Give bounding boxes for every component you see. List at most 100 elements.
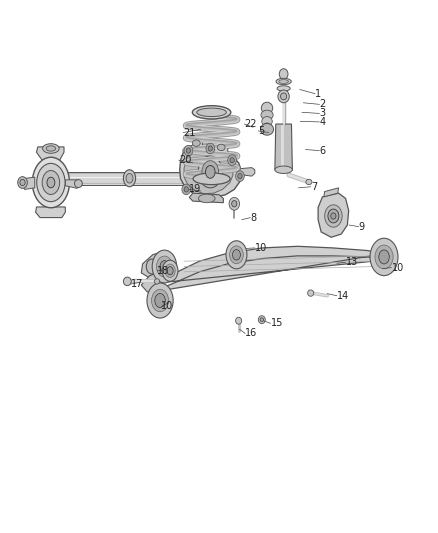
Ellipse shape: [156, 256, 173, 277]
Circle shape: [186, 148, 191, 154]
Text: 7: 7: [311, 182, 317, 192]
Text: 10: 10: [392, 263, 404, 272]
Polygon shape: [141, 252, 166, 277]
Circle shape: [236, 171, 244, 181]
Ellipse shape: [152, 250, 177, 283]
Polygon shape: [189, 193, 223, 203]
Ellipse shape: [325, 205, 342, 227]
Text: 5: 5: [258, 126, 265, 136]
Ellipse shape: [277, 86, 290, 91]
Text: 4: 4: [319, 117, 325, 127]
Circle shape: [184, 187, 188, 192]
Text: 18: 18: [157, 266, 169, 276]
Ellipse shape: [281, 93, 287, 100]
Text: 15: 15: [271, 318, 283, 328]
Ellipse shape: [226, 241, 247, 269]
Ellipse shape: [18, 176, 27, 188]
Polygon shape: [21, 177, 35, 189]
Text: 16: 16: [245, 328, 258, 338]
Ellipse shape: [160, 261, 169, 272]
Polygon shape: [184, 150, 233, 193]
Ellipse shape: [379, 250, 389, 264]
Ellipse shape: [165, 264, 175, 278]
Ellipse shape: [233, 249, 240, 260]
Ellipse shape: [307, 290, 314, 296]
Ellipse shape: [217, 144, 225, 151]
Polygon shape: [35, 207, 65, 217]
Ellipse shape: [162, 260, 178, 281]
Circle shape: [232, 200, 237, 207]
Text: 22: 22: [244, 119, 257, 129]
Ellipse shape: [202, 161, 219, 183]
Polygon shape: [36, 147, 64, 160]
Polygon shape: [215, 146, 228, 154]
Ellipse shape: [193, 173, 230, 184]
Ellipse shape: [258, 316, 265, 324]
Ellipse shape: [37, 164, 65, 201]
Ellipse shape: [155, 294, 165, 308]
Ellipse shape: [278, 90, 289, 103]
Polygon shape: [275, 124, 292, 169]
Circle shape: [206, 143, 215, 154]
Text: 3: 3: [319, 108, 325, 118]
Circle shape: [230, 158, 234, 163]
Ellipse shape: [198, 156, 222, 188]
Ellipse shape: [279, 79, 288, 83]
Circle shape: [279, 69, 288, 79]
Text: 2: 2: [319, 99, 326, 109]
Circle shape: [228, 155, 237, 165]
Ellipse shape: [375, 245, 393, 269]
Ellipse shape: [42, 144, 59, 154]
Ellipse shape: [261, 110, 273, 120]
Polygon shape: [65, 180, 79, 188]
Ellipse shape: [198, 194, 215, 203]
Text: 8: 8: [251, 213, 257, 223]
Ellipse shape: [275, 166, 292, 173]
Text: 19: 19: [189, 184, 201, 195]
Ellipse shape: [230, 246, 243, 264]
Ellipse shape: [74, 180, 82, 188]
Ellipse shape: [167, 266, 173, 275]
Polygon shape: [191, 142, 202, 149]
Text: 17: 17: [131, 279, 143, 289]
Polygon shape: [141, 271, 167, 292]
Ellipse shape: [331, 213, 336, 219]
Ellipse shape: [236, 317, 242, 324]
Text: 1: 1: [315, 88, 321, 99]
Ellipse shape: [261, 102, 273, 114]
Ellipse shape: [47, 177, 55, 188]
Ellipse shape: [152, 289, 169, 312]
Ellipse shape: [46, 146, 56, 151]
Ellipse shape: [126, 173, 133, 183]
Polygon shape: [152, 246, 384, 292]
Ellipse shape: [306, 179, 312, 184]
Circle shape: [229, 197, 240, 210]
Ellipse shape: [260, 318, 264, 321]
Ellipse shape: [124, 277, 131, 286]
Text: 6: 6: [319, 146, 325, 156]
Ellipse shape: [147, 283, 173, 318]
Ellipse shape: [124, 169, 136, 187]
Text: 9: 9: [359, 222, 365, 232]
Circle shape: [182, 184, 191, 195]
Circle shape: [184, 146, 193, 156]
Ellipse shape: [370, 238, 398, 276]
Polygon shape: [240, 167, 255, 176]
Circle shape: [238, 173, 242, 179]
Polygon shape: [65, 172, 191, 184]
Text: 21: 21: [183, 127, 196, 138]
Ellipse shape: [154, 279, 159, 284]
Ellipse shape: [261, 124, 274, 135]
Ellipse shape: [20, 179, 25, 185]
Text: 20: 20: [179, 155, 191, 165]
Ellipse shape: [262, 117, 272, 126]
Ellipse shape: [205, 165, 215, 178]
Ellipse shape: [276, 78, 291, 85]
Ellipse shape: [192, 106, 231, 119]
Ellipse shape: [197, 108, 226, 117]
Ellipse shape: [263, 123, 272, 132]
Text: 14: 14: [337, 290, 349, 301]
Polygon shape: [281, 125, 285, 168]
Polygon shape: [180, 146, 242, 197]
Polygon shape: [324, 188, 339, 197]
